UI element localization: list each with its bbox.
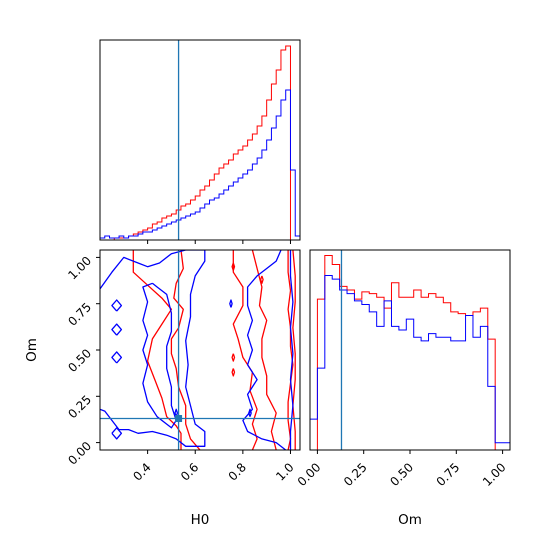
contour-H0-Om-frame: [99, 249, 301, 451]
contour-series_b-path-0: [100, 250, 206, 447]
contour-series_b-path-2: [242, 250, 287, 450]
contour-truth-marker: [175, 415, 183, 423]
contour-series_a-path-1: [170, 250, 201, 450]
hist-Om-x-tick-label: 1.00: [480, 460, 509, 489]
contour-series_a-path-3: [251, 250, 277, 450]
contour-H0-Om-y-tick-label: 0.50: [65, 346, 94, 375]
y-axis-label-om: Om: [24, 338, 40, 362]
hist-H0-frame: [99, 39, 301, 241]
contour-H0-Om-y-tick-label: 0.00: [65, 439, 94, 468]
contour-series_a-path-7: [260, 275, 264, 284]
contour-series_b-path-9: [248, 408, 252, 417]
contour-H0-Om-y-tick-label: 1.00: [65, 254, 94, 283]
contour-series_b-path-5: [111, 323, 123, 336]
x-axis-label-om: Om: [398, 512, 422, 528]
contour-series_a-path-5: [292, 250, 296, 450]
contour-H0-Om-x-tick-label: 1.0: [273, 460, 296, 483]
contour-series_b-path-10: [229, 299, 233, 308]
contour-series_a-path-2: [232, 250, 258, 450]
contour-H0-Om-x-tick-label: 0.8: [226, 460, 249, 483]
contour-series_b-path-7: [111, 427, 123, 440]
contour-H0-Om-y-tick-label: 0.25: [65, 393, 94, 422]
contour-series_b-path-3: [289, 250, 294, 450]
contour-series_b-path-8: [174, 408, 179, 417]
contour-H0-Om-x-tick-label: 0.4: [130, 460, 153, 483]
hist-Om-series_b-step: [310, 274, 510, 450]
contour-H0-Om-x-tick-label: 0.6: [178, 460, 201, 483]
hist-Om-x-tick-label: 0.50: [387, 460, 416, 489]
contour-series_b-path-6: [111, 351, 123, 364]
hist-Om-x-tick-label: 0.00: [295, 460, 324, 489]
contour-series_a-path-8: [231, 353, 236, 362]
x-axis-label-h0: H0: [191, 512, 210, 528]
contour-H0-Om-plot-area: [100, 250, 300, 450]
contour-h0-om-panel: 0.4 0.6 0.8 1.0 0.00 0.25 0.50 0.75 1.00: [65, 249, 301, 484]
hist-Om-x-tick-label: 0.25: [341, 460, 370, 489]
hist-H0-series_b-step: [100, 89, 300, 240]
contour-series_a-path-0: [132, 250, 182, 450]
histogram-h0-panel: [99, 39, 301, 244]
contour-series_b-path-4: [111, 299, 123, 312]
hist-H0-plot-area: [100, 40, 300, 240]
histogram-om-panel: 0.00 0.25 0.50 0.75 1.00: [295, 249, 511, 489]
contour-H0-Om-y-tick-label: 0.75: [65, 300, 94, 329]
contour-series_b-path-1: [142, 282, 177, 429]
hist-Om-plot-area: [310, 250, 510, 450]
contour-series_a-path-4: [287, 250, 294, 450]
hist-Om-series_a-step: [310, 254, 510, 450]
hist-Om-x-tick-label: 0.75: [434, 460, 463, 489]
contour-series_a-path-6: [231, 262, 236, 272]
contour-series_a-path-9: [231, 368, 236, 377]
